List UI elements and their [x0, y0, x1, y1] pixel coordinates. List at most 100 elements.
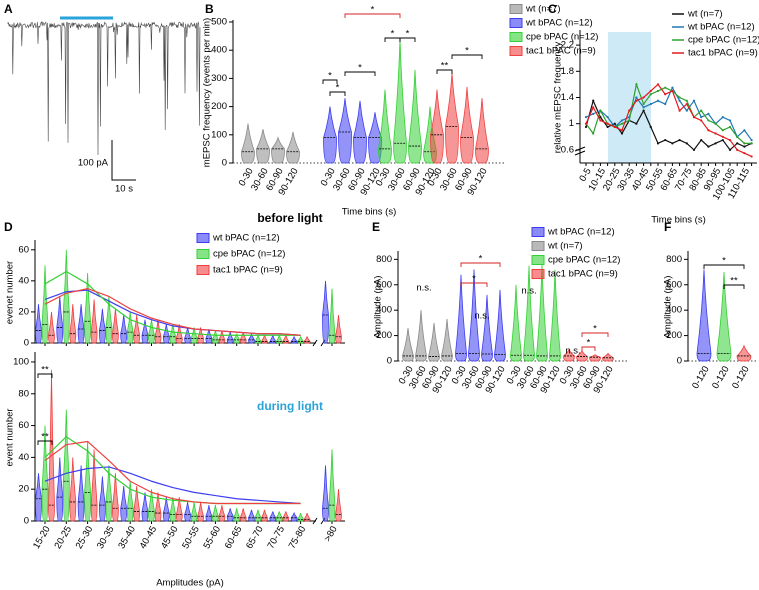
fit-curve [44, 288, 301, 336]
violin [48, 369, 55, 522]
violin [475, 98, 489, 164]
violin [98, 476, 106, 522]
violin [460, 86, 474, 164]
x-tick-label: 70-75 [265, 524, 287, 551]
violin [353, 100, 367, 164]
y-tick-label: 0 [387, 356, 392, 367]
point [671, 86, 674, 89]
x-tick-label: >80 [322, 524, 340, 543]
point [692, 148, 696, 151]
significance-label: * [371, 5, 375, 16]
significance-bracket [344, 71, 376, 76]
point [671, 89, 674, 93]
violin [494, 289, 506, 362]
violin [256, 129, 270, 164]
significance-bracket [460, 262, 501, 267]
violin [190, 501, 198, 522]
panel-letter: C [548, 2, 557, 16]
legend-swatch [196, 233, 210, 243]
legend-label: cpe bPAC (n=12) [688, 35, 759, 46]
point [707, 145, 710, 148]
significance-label: * [472, 274, 476, 285]
point [743, 152, 746, 155]
point [592, 106, 595, 109]
significance-bracket [581, 346, 596, 351]
point [656, 89, 660, 93]
x-tick-label: 0-120 [690, 364, 712, 391]
y-tick-label: 80 [18, 388, 29, 399]
significance-label: * [465, 46, 469, 57]
point [664, 102, 667, 106]
point [721, 116, 724, 119]
violin [510, 284, 522, 362]
point [628, 119, 631, 122]
y-tick-label: 400 [211, 45, 227, 56]
violin [233, 508, 241, 522]
point [685, 99, 688, 102]
point [649, 93, 652, 96]
fit-curve [44, 440, 301, 505]
point [678, 96, 681, 99]
scale-label: 10 s [115, 184, 133, 195]
point [721, 135, 724, 138]
violin [445, 72, 459, 164]
y-axis-label: Amplitude (pA) [373, 276, 384, 339]
violin [523, 265, 535, 362]
significance-bracket [703, 264, 745, 269]
y-tick-label: 100 [13, 356, 29, 367]
point [642, 96, 645, 99]
legend-label: wt bPAC (n=12) [687, 22, 755, 33]
violin [736, 344, 752, 362]
panel-letter: F [664, 220, 671, 234]
point [599, 116, 602, 119]
violin [90, 299, 98, 344]
y-tick-label: 200 [666, 330, 682, 341]
y-tick-label: 0.6 [561, 144, 574, 155]
significance-label: * [406, 29, 410, 40]
violin [211, 330, 219, 344]
violin [303, 335, 311, 344]
y-tick-label: 60 [18, 420, 29, 431]
violin [549, 269, 561, 362]
point [628, 109, 631, 112]
point [728, 138, 732, 142]
violin [69, 304, 77, 344]
point [750, 142, 753, 145]
point [678, 138, 681, 142]
violin [378, 89, 392, 164]
y-tick-label: 400 [376, 305, 392, 316]
violin [430, 89, 444, 164]
violin [261, 509, 268, 522]
violin [481, 294, 493, 362]
point [707, 112, 710, 115]
point [635, 99, 638, 102]
legend-swatch [509, 46, 523, 56]
point [671, 142, 674, 145]
point [736, 142, 739, 145]
violin [197, 327, 205, 344]
x-tick-label: 45-50 [159, 524, 181, 551]
violin [282, 511, 290, 522]
point [664, 93, 667, 96]
significance-label: ** [41, 365, 49, 376]
violin [154, 319, 162, 344]
violin [77, 304, 85, 344]
violin [84, 273, 92, 344]
legend-swatch [531, 255, 545, 265]
point [656, 83, 660, 86]
point [599, 119, 602, 122]
significance-bracket [399, 37, 416, 42]
violin [169, 324, 177, 344]
significance-label: * [722, 256, 726, 267]
violin [393, 38, 407, 164]
violin [69, 457, 77, 522]
panel-letter: B [205, 2, 214, 16]
fit-curve [44, 466, 301, 505]
significance-bracket [37, 373, 53, 378]
violin [323, 106, 337, 164]
point [743, 145, 746, 148]
x-tick-label: 50-55 [180, 524, 202, 551]
y-axis-label: mEPSC frequency (events per min) [202, 18, 213, 167]
panel-letter: D [4, 220, 13, 234]
